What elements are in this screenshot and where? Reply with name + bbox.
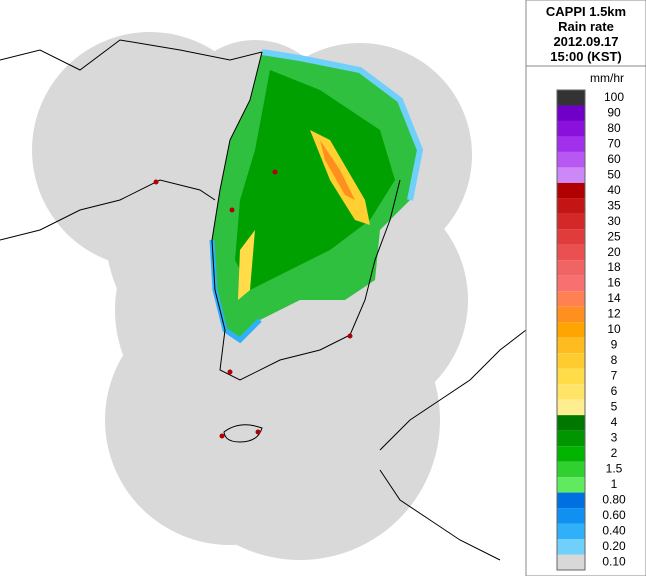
legend-label: 20 bbox=[607, 245, 621, 259]
legend-swatch bbox=[557, 120, 585, 137]
legend-swatch bbox=[557, 446, 585, 462]
legend-label: 0.60 bbox=[602, 508, 626, 522]
legend-label: 100 bbox=[604, 90, 624, 104]
legend-swatch bbox=[557, 415, 585, 431]
legend-label: 70 bbox=[607, 136, 621, 150]
legend-label: 0.10 bbox=[602, 554, 626, 568]
legend-label: 10 bbox=[607, 322, 621, 336]
legend-label: 18 bbox=[607, 260, 621, 274]
legend-swatch bbox=[557, 198, 585, 214]
rain-echo bbox=[209, 49, 424, 344]
legend-label: 0.80 bbox=[602, 492, 626, 506]
legend-label: 60 bbox=[607, 152, 621, 166]
legend-swatch bbox=[557, 213, 585, 230]
legend-swatch bbox=[557, 167, 585, 183]
legend-swatch bbox=[557, 461, 585, 478]
legend-label: 2 bbox=[611, 446, 618, 460]
legend-swatch bbox=[557, 90, 585, 106]
legend-bar-border bbox=[556, 89, 586, 571]
legend-swatch bbox=[557, 244, 585, 261]
legend-label: 25 bbox=[607, 229, 621, 243]
legend-label: 8 bbox=[611, 353, 618, 367]
legend-swatch bbox=[557, 523, 585, 540]
legend-swatch bbox=[557, 306, 585, 323]
legend-swatch bbox=[557, 554, 585, 570]
coastlines bbox=[0, 39, 527, 561]
legend-swatch bbox=[557, 229, 585, 245]
legend-swatch bbox=[557, 368, 585, 385]
legend-swatch bbox=[557, 105, 585, 121]
legend-label: 3 bbox=[611, 431, 618, 445]
legend-swatch bbox=[557, 260, 585, 276]
legend-swatch bbox=[557, 291, 585, 307]
legend-label: 0.40 bbox=[602, 523, 626, 537]
legend-swatch bbox=[557, 430, 585, 447]
city-markers bbox=[153, 169, 353, 439]
legend-swatch bbox=[557, 322, 585, 338]
legend-swatch bbox=[557, 182, 585, 199]
legend-label: 16 bbox=[607, 276, 621, 290]
legend-swatch bbox=[557, 492, 585, 509]
legend-swatch bbox=[557, 384, 585, 400]
legend-label: 14 bbox=[607, 291, 621, 305]
legend-swatch bbox=[557, 539, 585, 555]
legend-unit: mm/hr bbox=[590, 71, 624, 85]
legend-label: 6 bbox=[611, 384, 618, 398]
legend-swatch bbox=[557, 399, 585, 416]
legend-label: 80 bbox=[607, 121, 621, 135]
legend-swatch bbox=[557, 275, 585, 292]
legend-label: 35 bbox=[607, 198, 621, 212]
legend-label: 4 bbox=[611, 415, 618, 429]
legend-label: 9 bbox=[611, 338, 618, 352]
legend-swatch bbox=[557, 353, 585, 369]
legend-label: 5 bbox=[611, 400, 618, 414]
header-line: 2012.09.17 bbox=[553, 34, 618, 49]
legend-label: 40 bbox=[607, 183, 621, 197]
header-line: Rain rate bbox=[558, 19, 614, 34]
header-line: CAPPI 1.5km bbox=[546, 4, 626, 19]
legend-label: 12 bbox=[607, 307, 621, 321]
legend-label: 1 bbox=[611, 477, 618, 491]
legend-label: 30 bbox=[607, 214, 621, 228]
legend-label: 0.20 bbox=[602, 539, 626, 553]
legend-swatch bbox=[557, 508, 585, 524]
legend-label: 1.5 bbox=[606, 462, 623, 476]
legend-swatch bbox=[557, 151, 585, 168]
legend-swatch bbox=[557, 477, 585, 493]
legend-swatch bbox=[557, 337, 585, 354]
legend-label: 7 bbox=[611, 369, 618, 383]
header-line: 15:00 (KST) bbox=[550, 49, 622, 64]
legend-label: 90 bbox=[607, 105, 621, 119]
legend-swatch bbox=[557, 136, 585, 152]
legend-panel bbox=[525, 0, 646, 576]
legend-label: 50 bbox=[607, 167, 621, 181]
